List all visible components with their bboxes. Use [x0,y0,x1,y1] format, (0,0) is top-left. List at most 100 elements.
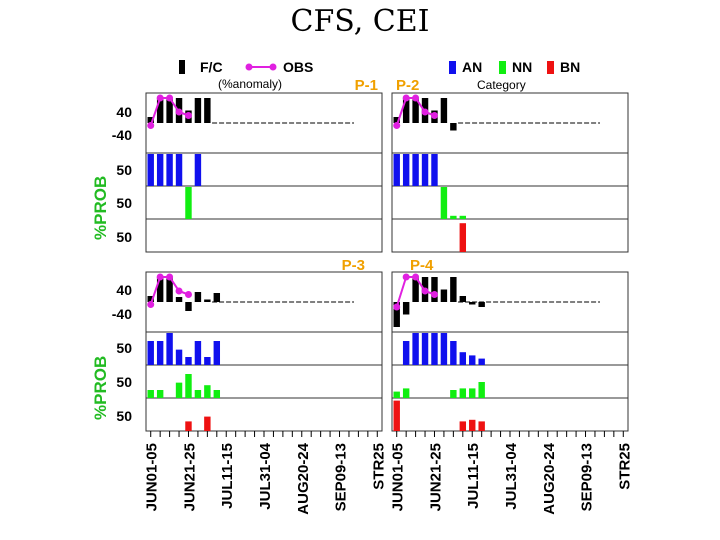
obs-point [393,122,401,129]
fc-anomaly-bar [147,296,154,302]
prob-bar-an [156,341,164,365]
prob-bar-nn [459,215,467,219]
fc-anomaly-bar [450,123,457,131]
fc-anomaly-bar [478,302,485,307]
prob-bar-nn [156,390,164,398]
prob-bar-an [478,358,485,365]
obs-point [166,273,174,281]
prob-bar-an [469,355,476,365]
fc-anomaly-bar [156,277,164,302]
prob-bar-an [166,154,173,186]
obs-point [175,287,183,295]
x-tick-label: JUL31-04 [503,442,520,509]
x-tick-label: JUN21-25 [181,443,198,511]
x-tick-label: JUN21-25 [427,443,444,511]
prob-bar-an [421,333,429,365]
prob-tick-nn-bottom: 50 [116,374,132,390]
prob-tick-bn-bottom: 50 [116,408,132,424]
prob-bar-bn [393,400,400,431]
prob-bar-nn [185,374,192,398]
panel-label: P-2 [396,77,419,94]
prob-bar-an [450,341,457,365]
x-tick-label: JUL11-15 [465,443,482,509]
prob-axis-title-top: %PROB [91,176,110,240]
prob-bar-an [459,352,467,365]
prob-bar-an [194,154,202,186]
prob-bar-bn [459,223,467,252]
fc-anomaly-bar [204,299,211,302]
panel-p-1: P-1 [145,77,383,253]
x-tick-label: JUL11-15 [219,443,236,509]
prob-bar-nn [440,187,448,219]
fc-anomaly-bar [185,302,192,311]
legend-category-label: Category [477,78,526,92]
obs-point [412,273,420,281]
legend-nn-swatch [499,61,506,74]
anom-tick-hi-bottom: 40 [116,282,132,298]
obs-point [166,94,174,102]
prob-bar-nn [469,388,476,398]
legend: F/C OBS (%anomaly) AN NN BN Category [179,59,580,92]
panel-p-2: P-2 [391,77,629,253]
prob-bar-an [156,154,164,186]
prob-bar-nn [175,382,183,398]
legend-anomaly-label: (%anomaly) [218,77,282,91]
obs-point [156,94,164,102]
prob-tick-an-bottom: 50 [116,340,132,356]
prob-bar-nn [147,390,154,398]
prob-bar-nn [194,390,202,398]
y-axis-labels: 40 -40 50 50 50 40 -40 50 50 50 %PROB %P… [91,104,132,424]
fc-anomaly-bar [402,98,410,123]
obs-point [430,291,438,298]
x-tick-label: JUN01-05 [390,443,407,511]
x-tick-label: SEP09-13 [579,443,596,511]
fc-anomaly-bar [204,98,211,123]
anom-tick-lo-top: -40 [112,127,132,143]
fc-anomaly-bar [393,302,400,327]
panel-frame [391,92,629,253]
panel-p-3: P-3 [145,257,383,432]
panel-label: P-3 [342,257,365,274]
panel-label: P-4 [410,257,434,274]
prob-bar-an [147,154,154,186]
prob-bar-bn [204,416,211,431]
panel-frame [145,92,383,253]
prob-tick-bn-top: 50 [116,229,132,245]
fc-anomaly-bar [431,277,438,302]
fc-anomaly-bar [175,297,183,302]
obs-point [430,112,438,119]
panel-label: P-1 [355,77,378,94]
prob-bar-nn [402,388,410,398]
x-tick-label: AUG20-24 [295,442,312,514]
prob-bar-an [166,333,173,365]
obs-point [147,301,155,308]
legend-obs-label: OBS [283,59,313,75]
obs-point [184,112,192,119]
obs-point [421,108,429,116]
prob-bar-bn [469,419,476,431]
obs-point [402,94,410,102]
legend-an-swatch [449,61,456,74]
obs-point [412,94,420,102]
prob-tick-an-top: 50 [116,162,132,178]
prob-bar-an [440,333,448,365]
obs-point [184,291,192,298]
fc-anomaly-bar [166,277,173,302]
panel-p-4: P-4 [391,257,629,432]
prob-bar-nn [393,391,400,398]
x-tick-label: SEP09-13 [333,443,350,511]
x-tick-label: JUL31-04 [257,442,274,509]
legend-obs-marker [269,63,277,71]
fc-anomaly-bar [194,292,202,302]
obs-point [175,108,183,116]
prob-bar-bn [185,421,192,431]
prob-bar-nn [478,382,485,398]
panels: P-1 P-2 P-3 P-4 [145,77,629,432]
prob-bar-an [421,154,429,186]
prob-bar-an [175,349,183,365]
prob-bar-an [431,333,438,365]
legend-fc-swatch [179,60,185,74]
fc-anomaly-bar [412,277,419,302]
obs-point [147,122,155,129]
